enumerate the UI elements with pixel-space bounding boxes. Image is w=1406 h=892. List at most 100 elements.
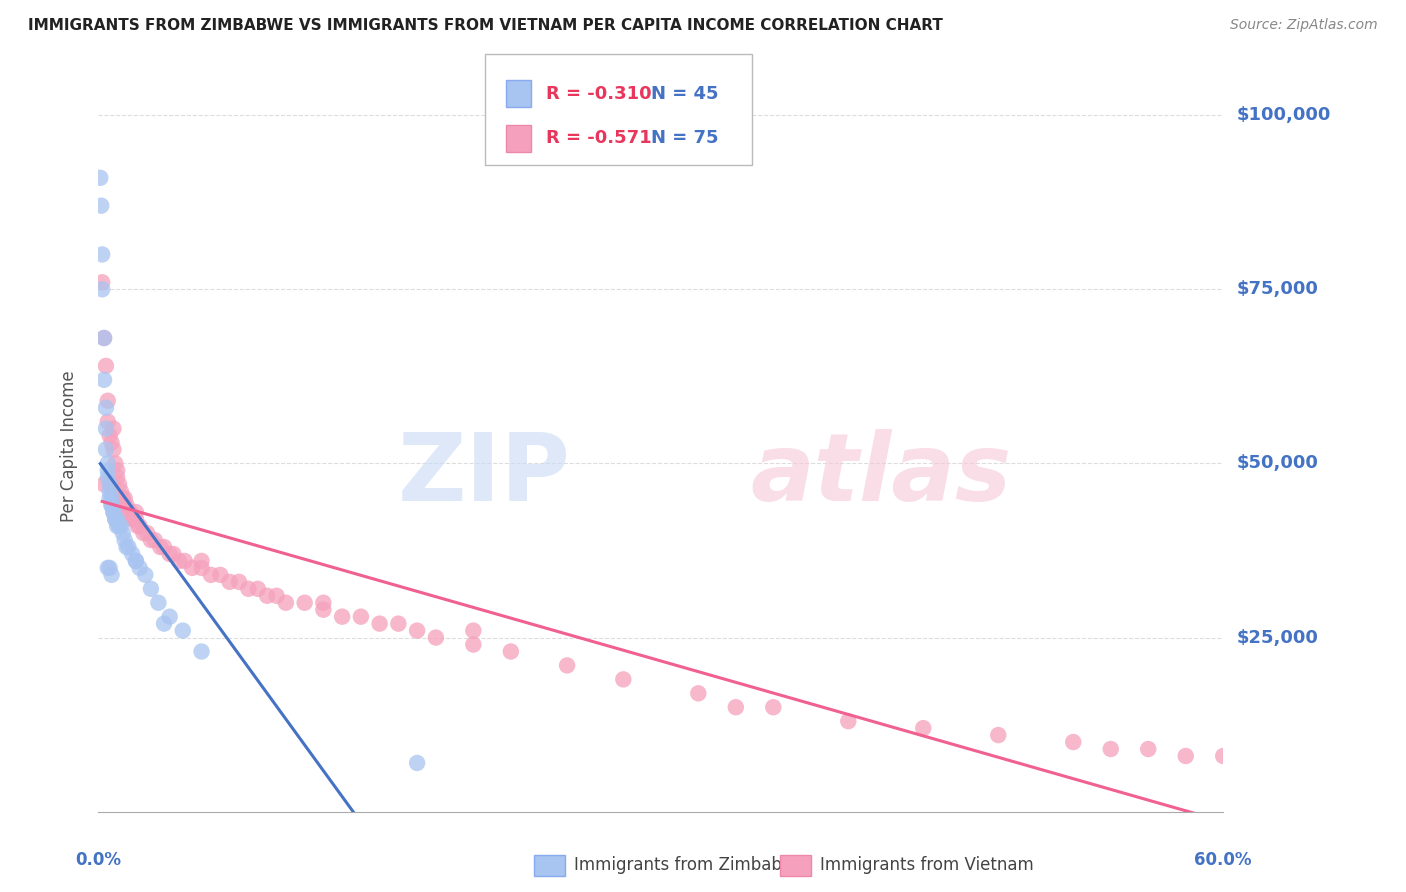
Text: $100,000: $100,000 <box>1237 106 1331 124</box>
Point <box>724 700 747 714</box>
Point <box>256 589 278 603</box>
Point <box>100 498 122 512</box>
Point <box>312 603 335 617</box>
Text: $75,000: $75,000 <box>1237 280 1319 298</box>
Point <box>406 756 429 770</box>
Point <box>425 631 447 645</box>
Point <box>463 638 485 652</box>
Point <box>132 526 155 541</box>
Point <box>172 624 194 638</box>
Point <box>94 359 117 373</box>
Point <box>312 596 335 610</box>
Point <box>94 442 117 457</box>
Point <box>218 574 240 589</box>
Point <box>555 658 578 673</box>
Point <box>100 491 122 506</box>
Point <box>94 401 117 415</box>
Point <box>103 505 125 519</box>
Point <box>94 421 117 435</box>
Text: R = -0.310: R = -0.310 <box>546 85 651 103</box>
Point <box>98 561 121 575</box>
Point <box>1062 735 1084 749</box>
Point <box>111 526 134 541</box>
Point <box>159 547 181 561</box>
Text: 0.0%: 0.0% <box>76 851 121 869</box>
Text: Immigrants from Zimbabwe: Immigrants from Zimbabwe <box>574 856 806 874</box>
Text: N = 45: N = 45 <box>651 85 718 103</box>
Point <box>121 512 143 526</box>
Point <box>463 624 485 638</box>
Point <box>266 589 288 603</box>
Point <box>190 554 212 568</box>
Text: Immigrants from Vietnam: Immigrants from Vietnam <box>820 856 1033 874</box>
Point <box>128 519 150 533</box>
Text: ZIP: ZIP <box>398 429 571 521</box>
Point <box>125 554 148 568</box>
Point <box>93 331 115 345</box>
Point <box>91 275 114 289</box>
Point <box>167 554 190 568</box>
Text: IMMIGRANTS FROM ZIMBABWE VS IMMIGRANTS FROM VIETNAM PER CAPITA INCOME CORRELATIO: IMMIGRANTS FROM ZIMBABWE VS IMMIGRANTS F… <box>28 18 943 33</box>
Point <box>368 616 391 631</box>
Point <box>762 700 785 714</box>
Point <box>98 484 121 499</box>
Point <box>181 561 204 575</box>
Point <box>209 567 232 582</box>
Point <box>1212 749 1234 764</box>
Text: N = 75: N = 75 <box>651 129 718 147</box>
Point <box>100 435 122 450</box>
Point <box>139 582 162 596</box>
Point <box>153 616 176 631</box>
Text: $50,000: $50,000 <box>1237 454 1319 473</box>
Point <box>98 477 121 491</box>
Point <box>173 554 195 568</box>
Point <box>143 533 166 547</box>
Point <box>91 282 114 296</box>
Point <box>122 512 145 526</box>
Y-axis label: Per Capita Income: Per Capita Income <box>59 370 77 522</box>
Point <box>148 596 170 610</box>
Point <box>912 721 935 735</box>
Point <box>153 540 176 554</box>
Point <box>110 519 132 533</box>
Point <box>120 505 142 519</box>
Point <box>149 540 172 554</box>
Point <box>100 498 122 512</box>
Text: R = -0.571: R = -0.571 <box>546 129 651 147</box>
Point <box>688 686 710 700</box>
Point <box>190 644 212 658</box>
Point <box>110 484 132 499</box>
Point <box>136 526 159 541</box>
Point <box>108 519 131 533</box>
Text: atlas: atlas <box>751 429 1012 521</box>
Point <box>987 728 1010 742</box>
Point <box>117 540 139 554</box>
Point <box>121 547 143 561</box>
Point <box>114 491 136 506</box>
Point <box>117 505 139 519</box>
Point <box>350 609 373 624</box>
Point <box>246 582 269 596</box>
Point <box>90 199 112 213</box>
Point <box>238 582 260 596</box>
Point <box>93 373 115 387</box>
Point <box>98 491 121 506</box>
Point <box>97 415 120 429</box>
Point <box>98 428 121 442</box>
Point <box>97 470 120 484</box>
Point <box>100 567 122 582</box>
Point <box>162 547 184 561</box>
Point <box>105 519 128 533</box>
Point <box>104 512 127 526</box>
Point <box>294 596 316 610</box>
Point <box>97 393 120 408</box>
Text: 60.0%: 60.0% <box>1195 851 1251 869</box>
Point <box>128 561 150 575</box>
Point <box>1174 749 1197 764</box>
Point <box>93 331 115 345</box>
Point <box>93 477 115 491</box>
Point <box>139 533 162 547</box>
Point <box>97 457 120 471</box>
Point <box>114 533 136 547</box>
Point <box>91 247 114 261</box>
